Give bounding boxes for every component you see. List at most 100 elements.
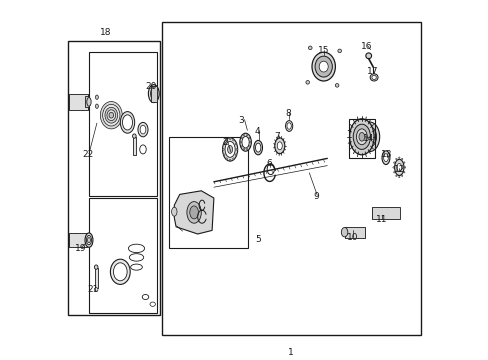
Ellipse shape	[227, 145, 232, 153]
Ellipse shape	[358, 132, 364, 141]
Text: 3: 3	[238, 116, 244, 125]
Ellipse shape	[249, 141, 250, 143]
Ellipse shape	[370, 76, 374, 80]
Ellipse shape	[395, 175, 396, 176]
Ellipse shape	[113, 263, 127, 281]
Ellipse shape	[341, 228, 347, 237]
Ellipse shape	[130, 264, 142, 270]
Text: 1: 1	[288, 348, 294, 356]
Ellipse shape	[235, 154, 237, 156]
Ellipse shape	[337, 49, 341, 53]
Ellipse shape	[142, 294, 148, 300]
Ellipse shape	[352, 124, 370, 149]
Bar	[151, 86, 156, 102]
Ellipse shape	[120, 112, 134, 133]
Bar	[168, 137, 247, 248]
Bar	[133, 137, 136, 155]
Ellipse shape	[186, 202, 201, 223]
Ellipse shape	[110, 259, 130, 284]
Text: 20: 20	[145, 82, 156, 91]
Ellipse shape	[393, 162, 394, 163]
Ellipse shape	[253, 140, 262, 155]
Ellipse shape	[369, 74, 377, 81]
Ellipse shape	[100, 102, 122, 129]
Text: 22: 22	[82, 150, 93, 159]
Ellipse shape	[150, 302, 155, 306]
Ellipse shape	[138, 122, 148, 137]
Ellipse shape	[392, 167, 393, 168]
Ellipse shape	[246, 148, 247, 150]
Bar	[95, 268, 98, 288]
Ellipse shape	[128, 244, 144, 253]
Ellipse shape	[277, 142, 282, 150]
Ellipse shape	[229, 159, 230, 161]
Text: 9: 9	[313, 192, 319, 201]
Ellipse shape	[105, 107, 118, 123]
Ellipse shape	[232, 158, 234, 159]
Bar	[371, 207, 399, 219]
Ellipse shape	[85, 233, 93, 247]
Ellipse shape	[129, 254, 143, 261]
Ellipse shape	[150, 88, 157, 99]
Ellipse shape	[241, 137, 242, 139]
Bar	[344, 227, 365, 238]
Ellipse shape	[95, 95, 98, 99]
Ellipse shape	[86, 235, 91, 245]
Ellipse shape	[246, 135, 247, 136]
Ellipse shape	[404, 167, 405, 168]
Ellipse shape	[94, 265, 98, 269]
Ellipse shape	[140, 145, 146, 154]
Ellipse shape	[398, 157, 399, 158]
Ellipse shape	[171, 207, 177, 216]
Ellipse shape	[393, 171, 394, 173]
Ellipse shape	[225, 139, 227, 141]
Ellipse shape	[274, 138, 284, 154]
Ellipse shape	[248, 137, 249, 139]
Text: 7: 7	[273, 132, 279, 141]
Text: 17: 17	[366, 68, 377, 77]
Text: 4: 4	[254, 127, 260, 136]
Ellipse shape	[335, 84, 338, 87]
Ellipse shape	[242, 136, 249, 148]
Ellipse shape	[148, 85, 159, 103]
Ellipse shape	[311, 52, 335, 81]
Ellipse shape	[109, 112, 113, 118]
Ellipse shape	[401, 175, 402, 176]
Ellipse shape	[394, 159, 403, 175]
Text: 11: 11	[375, 215, 386, 224]
Text: 2: 2	[222, 138, 227, 147]
Bar	[68, 41, 160, 315]
Text: 12: 12	[393, 165, 404, 174]
Ellipse shape	[240, 141, 241, 143]
Ellipse shape	[87, 238, 90, 243]
Text: 18: 18	[100, 28, 111, 37]
Ellipse shape	[383, 154, 387, 162]
Ellipse shape	[403, 162, 404, 163]
Ellipse shape	[356, 129, 366, 145]
Text: 14: 14	[362, 134, 374, 143]
Ellipse shape	[87, 98, 91, 106]
Text: 21: 21	[87, 285, 99, 294]
Ellipse shape	[95, 104, 98, 108]
Ellipse shape	[362, 127, 376, 147]
Ellipse shape	[189, 206, 198, 219]
Ellipse shape	[224, 141, 235, 157]
Bar	[69, 233, 87, 247]
Ellipse shape	[314, 56, 332, 77]
Bar	[69, 94, 88, 110]
Bar	[89, 198, 157, 313]
Bar	[162, 22, 420, 335]
Ellipse shape	[236, 148, 237, 150]
Bar	[348, 119, 374, 158]
Ellipse shape	[359, 122, 379, 152]
Polygon shape	[174, 191, 213, 234]
Ellipse shape	[285, 121, 292, 131]
Ellipse shape	[365, 53, 371, 59]
Text: 10: 10	[346, 233, 358, 242]
Ellipse shape	[223, 154, 224, 156]
Bar	[84, 96, 89, 107]
Ellipse shape	[225, 158, 227, 159]
Ellipse shape	[381, 151, 389, 165]
Ellipse shape	[398, 176, 399, 178]
Ellipse shape	[243, 148, 244, 150]
